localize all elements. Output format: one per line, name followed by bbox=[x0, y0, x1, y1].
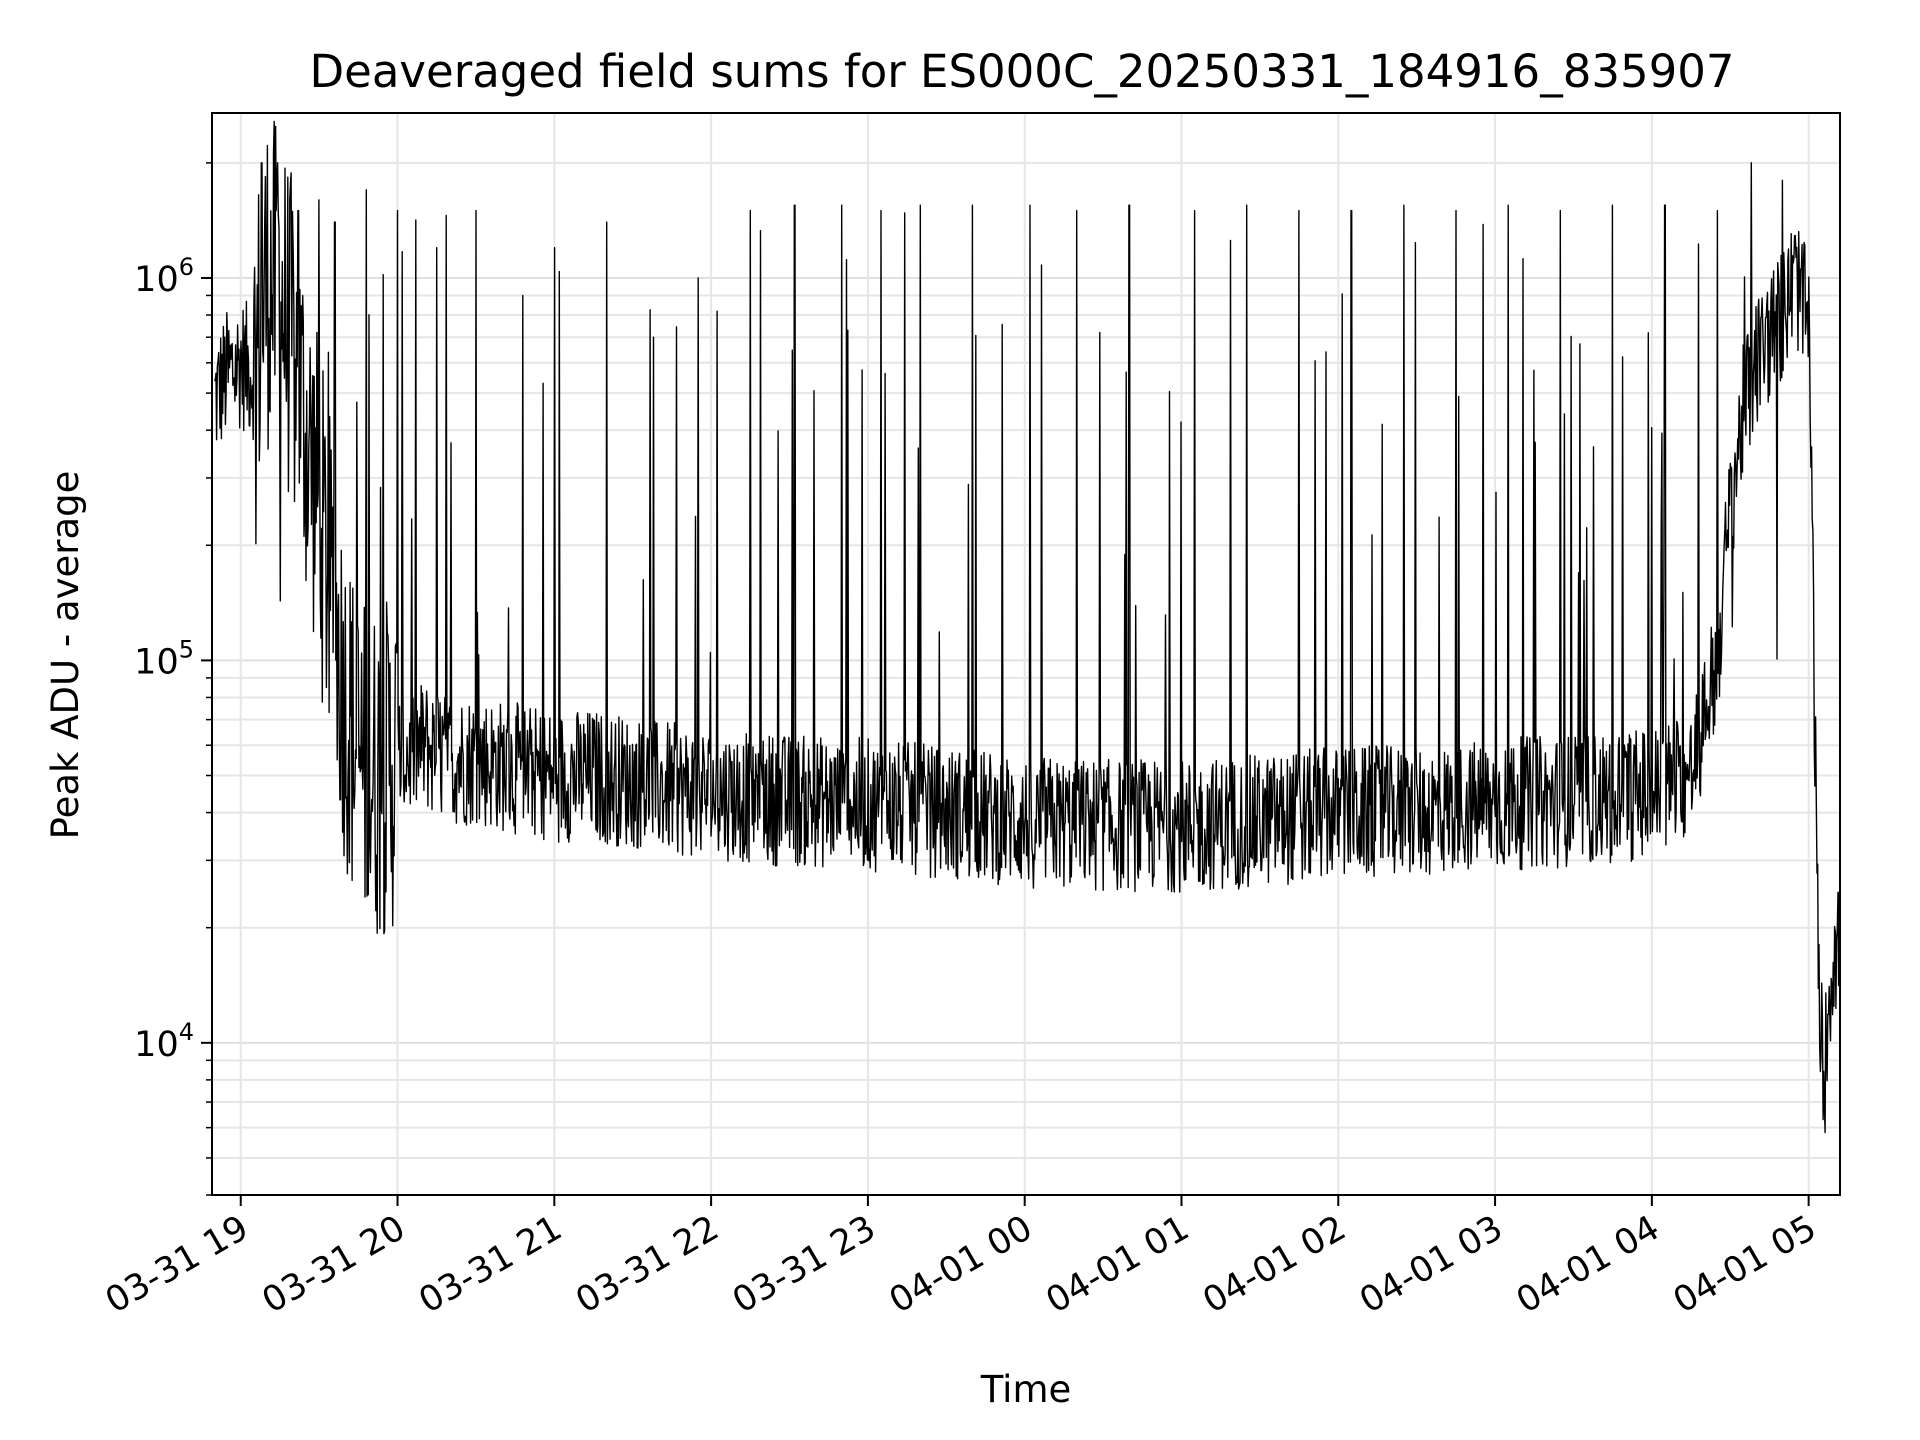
y-axis-label: Peak ADU - average bbox=[44, 471, 87, 840]
y-tick-base: 10 bbox=[134, 1025, 179, 1065]
x-axis-ticks: 03-31 19 03-31 20 03-31 21 03-31 22 03-31 23… bbox=[99, 1195, 1823, 1321]
x-tick-label: 04-01 02 bbox=[1196, 1208, 1352, 1321]
chart-title: Deaveraged field sums for ES000C_2025033… bbox=[310, 45, 1735, 98]
data-line-layer bbox=[213, 120, 1841, 1134]
x-tick-label: 04-01 00 bbox=[883, 1208, 1039, 1321]
x-tick-label: 03-31 20 bbox=[256, 1208, 412, 1321]
series-line bbox=[213, 120, 1841, 1134]
plot-frame bbox=[211, 112, 1841, 1196]
x-tick-label: 04-01 03 bbox=[1353, 1208, 1509, 1321]
y-tick-label: 104 bbox=[134, 1018, 194, 1065]
x-tick-label: 03-31 22 bbox=[569, 1208, 725, 1321]
y-tick-label: 105 bbox=[134, 635, 194, 682]
y-tick-exponent: 4 bbox=[179, 1018, 194, 1046]
y-tick-exponent: 5 bbox=[179, 635, 194, 663]
y-tick-exponent: 6 bbox=[179, 253, 194, 281]
y-tick-base: 10 bbox=[134, 642, 179, 682]
x-tick-label: 03-31 21 bbox=[413, 1208, 569, 1321]
x-tick-label: 03-31 19 bbox=[99, 1208, 255, 1321]
x-axis-label: Time bbox=[980, 1368, 1072, 1411]
y-tick-label: 106 bbox=[134, 253, 194, 300]
x-tick-label: 03-31 23 bbox=[726, 1208, 882, 1321]
grid-lines bbox=[212, 113, 1840, 1196]
x-tick-label: 04-01 01 bbox=[1040, 1208, 1196, 1321]
x-tick-label: 04-01 05 bbox=[1667, 1208, 1823, 1321]
x-tick-label: 04-01 04 bbox=[1510, 1208, 1666, 1321]
y-tick-base: 10 bbox=[134, 260, 179, 300]
